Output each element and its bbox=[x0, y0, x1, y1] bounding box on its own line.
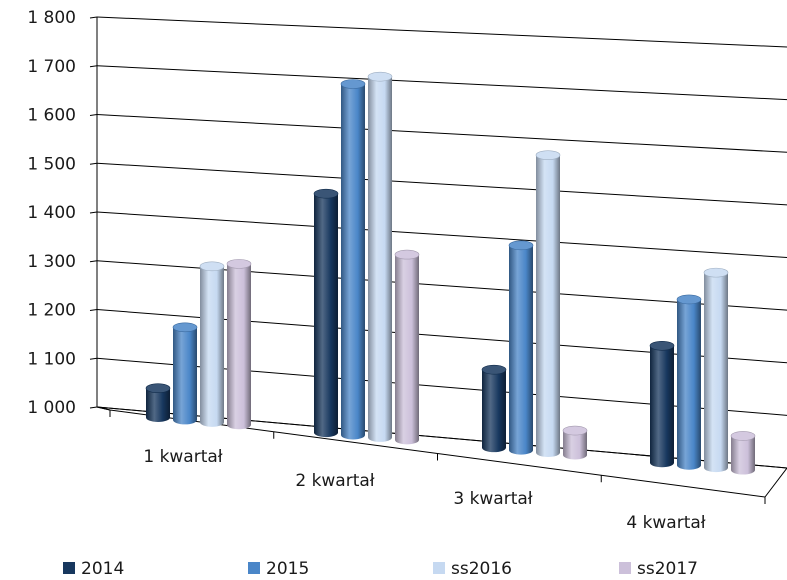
bar-cap bbox=[394, 249, 420, 260]
y-tick-label: 1 800 bbox=[27, 8, 76, 28]
y-tick-label: 1 000 bbox=[27, 398, 76, 418]
floor-edge bbox=[96, 406, 111, 411]
y-tick bbox=[89, 65, 98, 68]
bar-cap bbox=[535, 150, 561, 160]
bar-body bbox=[200, 266, 224, 427]
legend-item: ss2017 bbox=[619, 559, 698, 579]
x-axis: 1 kwartał 2 kwartał 3 kwartał 4 kwartał bbox=[109, 410, 766, 533]
y-tick-label: 1 700 bbox=[27, 57, 76, 77]
y-tick-label: 1 200 bbox=[27, 301, 76, 321]
y-tick-label: 1 100 bbox=[27, 349, 76, 369]
bar bbox=[394, 249, 420, 445]
y-tick bbox=[89, 162, 98, 165]
category-label: 1 kwartał bbox=[143, 447, 222, 467]
bar-cap bbox=[649, 340, 675, 351]
y-tick-label: 1 500 bbox=[27, 154, 76, 174]
bar-cap bbox=[367, 71, 393, 82]
y-tick bbox=[89, 260, 98, 263]
bar-body bbox=[395, 254, 419, 445]
bar bbox=[649, 340, 675, 468]
legend-swatch bbox=[63, 562, 75, 574]
category-label: 3 kwartał bbox=[453, 489, 532, 509]
gridline bbox=[96, 211, 787, 258]
legend: 2014 2015 ss2016 ss2017 bbox=[63, 559, 698, 579]
legend-label: ss2016 bbox=[451, 559, 512, 579]
bar-body bbox=[509, 245, 533, 455]
bar-body bbox=[677, 299, 701, 470]
bar bbox=[199, 261, 225, 427]
bar bbox=[730, 431, 756, 475]
bar-cap bbox=[481, 364, 507, 375]
bar-body bbox=[173, 327, 197, 425]
bar bbox=[535, 150, 561, 458]
bar-body bbox=[563, 430, 587, 460]
bar bbox=[703, 267, 729, 473]
y-tick bbox=[89, 406, 98, 409]
bar-cap bbox=[172, 322, 198, 333]
y-tick bbox=[89, 114, 98, 116]
bar-cap bbox=[199, 261, 225, 272]
legend-item: ss2016 bbox=[433, 559, 512, 579]
y-tick bbox=[89, 309, 98, 311]
bar bbox=[313, 188, 339, 438]
legend-label: 2014 bbox=[81, 559, 124, 579]
bar-body bbox=[368, 76, 392, 442]
bar-cap bbox=[226, 259, 252, 269]
legend-item: 2015 bbox=[248, 559, 309, 579]
gridline bbox=[96, 114, 787, 153]
y-tick-label: 1 300 bbox=[27, 252, 76, 272]
y-tick-label: 1 400 bbox=[27, 203, 76, 223]
bar bbox=[676, 294, 702, 470]
bar bbox=[367, 71, 393, 442]
legend-item: 2014 bbox=[63, 559, 124, 579]
bar-cap bbox=[340, 79, 366, 89]
legend-label: 2015 bbox=[266, 559, 309, 579]
category-label: 2 kwartał bbox=[295, 471, 374, 491]
y-tick bbox=[89, 357, 98, 360]
legend-label: ss2017 bbox=[637, 559, 698, 579]
y-tick bbox=[89, 16, 98, 19]
y-tick bbox=[89, 211, 98, 214]
bar-cap bbox=[703, 267, 729, 278]
gridline bbox=[96, 65, 787, 101]
category-label: 4 kwartał bbox=[626, 513, 705, 533]
bar-body bbox=[341, 84, 365, 440]
bar bbox=[145, 383, 171, 422]
bar-cap bbox=[562, 425, 588, 436]
bar-cap bbox=[508, 240, 534, 251]
y-tick-label: 1 600 bbox=[27, 106, 76, 126]
bar-body bbox=[314, 193, 338, 438]
bars bbox=[145, 71, 756, 475]
bar-body bbox=[146, 388, 170, 422]
gridline bbox=[96, 162, 787, 206]
bar bbox=[562, 425, 588, 460]
legend-swatch bbox=[248, 562, 260, 574]
bar-body bbox=[482, 369, 506, 453]
bar-cap bbox=[145, 383, 171, 394]
legend-swatch bbox=[433, 562, 445, 574]
legend-swatch bbox=[619, 562, 631, 574]
bar-cap bbox=[730, 431, 756, 441]
bar-body bbox=[536, 155, 560, 458]
bar bbox=[172, 322, 198, 425]
bar bbox=[481, 364, 507, 453]
bar-body bbox=[704, 272, 728, 473]
bar-body bbox=[650, 345, 674, 468]
bar-body bbox=[731, 435, 755, 475]
bar-cap bbox=[313, 188, 339, 199]
bar bbox=[226, 259, 252, 430]
gridline bbox=[96, 16, 787, 48]
bar-body bbox=[227, 263, 251, 430]
y-axis: 1 000 1 100 1 200 1 300 1 400 1 500 1 600 1 700… bbox=[27, 8, 98, 418]
bar bbox=[508, 240, 534, 455]
bar-cap bbox=[676, 294, 702, 305]
bar bbox=[340, 79, 366, 440]
